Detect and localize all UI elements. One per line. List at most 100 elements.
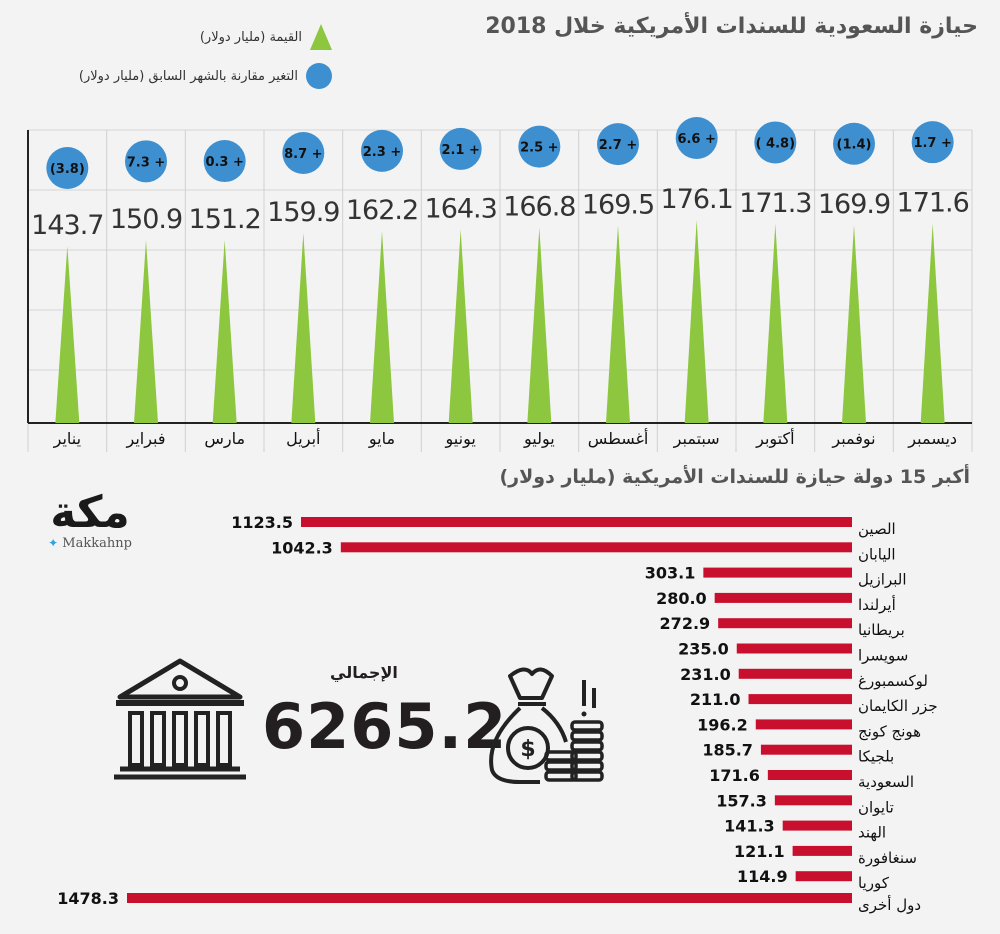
country-value-label: 171.6 [709,766,760,785]
country-value-label: 211.0 [690,690,741,709]
value-triangle [527,227,552,423]
country-name-label: كوريا [858,874,890,892]
legend-change-label: التغير مقارنة بالشهر السابق (مليار دولار… [78,68,298,84]
value-triangle [55,246,80,423]
country-name-label: بلجيكا [858,748,894,766]
month-label: يناير [53,429,81,449]
change-circle [675,117,718,159]
change-label: 1.7 + [913,136,951,151]
country-bar [736,643,852,654]
makkah-logo: مكة ✦ Makkahnp [30,490,150,552]
change-circle [518,125,561,168]
month-label: أغسطس [588,428,649,449]
value-triangle [920,223,945,423]
country-name-label: اليابان [858,545,896,563]
country-value-label: 196.2 [697,715,748,734]
country-name-label: الهند [858,824,886,842]
country-name-label: البرازيل [858,571,907,589]
value-label: 143.7 [31,210,103,241]
country-name-label: تايوان [858,798,894,816]
month-label: ديسمبر [907,429,957,449]
value-triangle [212,239,237,423]
value-triangle [134,240,158,423]
month-label: مارس [204,429,245,449]
value-label: 164.3 [425,193,497,224]
change-circle [597,123,639,166]
value-triangle [606,225,630,423]
month-label: نوفمبر [831,429,875,449]
country-value-label: 1123.5 [231,513,293,532]
bank-building-icon [114,658,246,780]
change-circle [361,129,403,172]
country-name-label: السعودية [858,773,914,791]
value-label: 166.8 [503,191,575,222]
country-bar [760,744,852,755]
country-value-label: 141.3 [724,817,775,836]
chart-title: حيازة السعودية للسندات الأمريكية خلال 20… [485,14,978,39]
change-circle [282,132,325,174]
country-name-label: سويسرا [858,647,908,665]
country-bar [767,770,852,780]
change-label: 7.3 + [127,155,165,170]
legend-value: القيمة (مليار دولار) [200,24,332,50]
logo-handle-text: Makkahnp [62,536,132,551]
value-label: 169.5 [582,189,654,220]
change-circle [125,140,167,183]
country-name-label: جزر الكايمان [858,697,938,715]
change-circle [911,121,954,164]
country-bar [714,592,852,603]
svg-text:$: $ [520,737,535,762]
month-label: فبراير [125,429,165,449]
country-bar [795,871,852,882]
country-name-label: هونج كونج [858,722,921,740]
change-circle [46,147,89,189]
month-label: سبتمبر [673,429,720,449]
country-bar [748,694,852,705]
change-circle [203,140,246,183]
logo-handle: ✦ Makkahnp [30,536,150,551]
triangle-legend-icon [310,24,332,50]
change-label: 2.5 + [520,141,558,156]
change-circle [833,122,875,165]
change-label: 2.1 + [441,143,479,158]
country-value-label: 280.0 [656,589,707,608]
change-label: 2.7 + [599,138,637,153]
value-label: 151.2 [189,204,261,235]
change-circle [754,121,797,164]
country-value-label: 235.0 [678,640,729,659]
country-name-label: لوكسمبورغ [858,672,928,690]
value-label: 171.3 [739,188,811,219]
value-triangle [763,223,788,423]
country-name-label: دول أخرى [858,895,921,914]
country-bar [340,542,852,553]
country-value-label: 185.7 [702,741,753,760]
country-value-label: 231.0 [680,665,731,684]
month-label: أبريل [286,428,320,449]
value-triangle [448,229,473,423]
country-bar [738,668,852,679]
value-label: 162.2 [346,195,418,226]
country-value-label: 303.1 [645,564,696,583]
country-value-label: 272.9 [660,614,711,633]
change-label: 2.3 + [363,145,401,160]
month-label: مايو [368,429,395,449]
value-label: 169.9 [818,189,890,220]
country-value-label: 1042.3 [271,538,333,557]
country-value-label: 114.9 [737,867,788,886]
twitter-bird-icon: ✦ [48,536,59,550]
change-label: (3.8) [50,162,85,177]
monthly-holdings-chart: 143.7 (3.8) يناير 150.9 7.3 + فبراير 151.2 0.3 … [27,117,973,452]
country-bar [755,719,852,730]
change-label: (1.4) [837,138,872,153]
change-label: ( 4.8) [756,136,795,151]
change-label: 0.3 + [205,155,243,170]
legend-value-label: القيمة (مليار دولار) [199,29,302,45]
circle-legend-icon [306,63,332,89]
value-triangle [291,233,316,423]
value-label: 171.6 [897,188,969,219]
month-label: أكتوبر [755,428,794,449]
total-value: 6265.2 [262,690,508,763]
change-circle [439,127,482,170]
country-bar [718,618,852,629]
country-name-label: سنغافورة [858,849,917,867]
